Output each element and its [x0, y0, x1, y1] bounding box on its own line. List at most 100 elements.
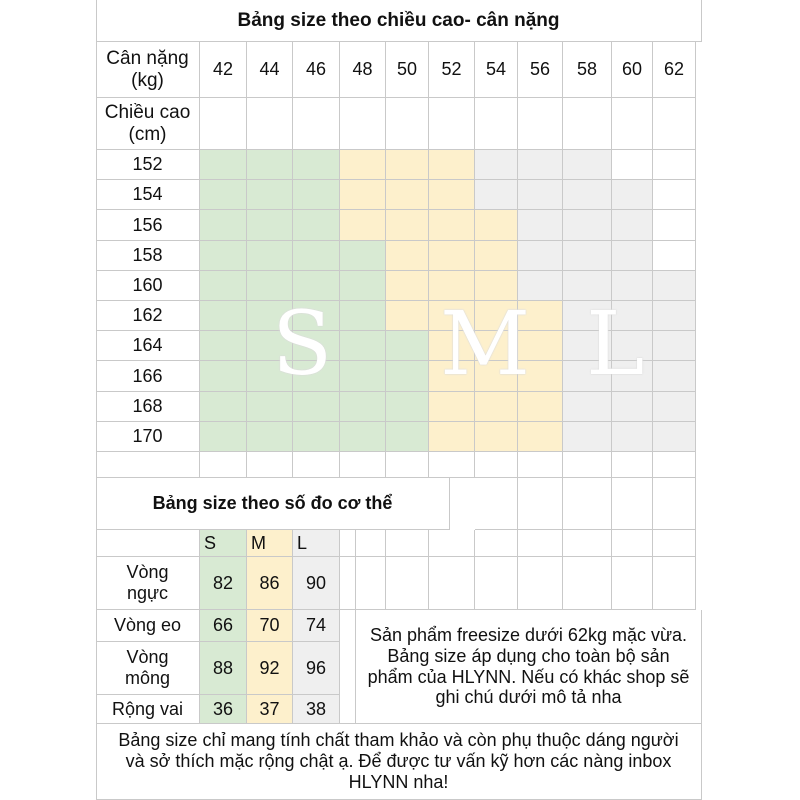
- weight-header-label: Cân nặng (kg): [96, 42, 200, 98]
- height-weight-title: Bảng size theo chiều cao- cân nặng: [96, 0, 702, 42]
- body-value-cell: 82: [200, 557, 247, 610]
- body-measure-title-text: Bảng size theo số đo cơ thể: [152, 493, 393, 514]
- height-row-label: 164: [96, 331, 200, 362]
- size-grid-cell: [612, 391, 653, 422]
- blank-cell: [563, 530, 612, 557]
- size-grid-cell: [247, 331, 293, 362]
- blank-cell: [429, 557, 475, 610]
- body-measure-title: Bảng size theo số đo cơ thể: [96, 478, 450, 530]
- blank-cell: [293, 452, 340, 478]
- body-row-label-text: Vòng mông: [124, 647, 171, 688]
- size-grid-cell: [475, 150, 518, 181]
- blank-cell: [429, 530, 475, 557]
- blank-cell: [340, 530, 386, 557]
- height-row-label: 152: [96, 150, 200, 181]
- blank-cell: [612, 452, 653, 478]
- blank-cell: [518, 557, 563, 610]
- size-grid-cell: [563, 361, 612, 392]
- body-value-cell: 96: [293, 642, 340, 695]
- size-grid-cell: [200, 391, 247, 422]
- body-value-cell: 66: [200, 610, 247, 642]
- size-grid-cell: [247, 150, 293, 181]
- blank-cell: [340, 452, 386, 478]
- blank-cell: [612, 557, 653, 610]
- size-grid-cell: [475, 331, 518, 362]
- size-grid-cell: [340, 150, 386, 181]
- size-grid-cell: [429, 361, 475, 392]
- size-grid-cell: [612, 180, 653, 211]
- size-grid-cell: [612, 240, 653, 271]
- blank-cell: [653, 452, 696, 478]
- freesize-note: Sản phẩm freesize dưới 62kg mặc vừa. Bản…: [356, 610, 702, 724]
- size-grid-cell: [429, 240, 475, 271]
- size-grid-cell: [563, 210, 612, 241]
- weight-header-cell: 54: [475, 42, 518, 98]
- size-grid-cell: [340, 270, 386, 301]
- size-grid-cell: [247, 240, 293, 271]
- weight-header-cell: 62: [653, 42, 696, 98]
- blank-cell: [340, 557, 386, 610]
- size-grid-cell: [475, 210, 518, 241]
- size-grid-cell: [563, 391, 612, 422]
- weight-header-cell: 58: [563, 42, 612, 98]
- size-grid-cell: [475, 270, 518, 301]
- blank-cell: [612, 530, 653, 557]
- body-value-cell: 88: [200, 642, 247, 695]
- size-grid-cell: [293, 240, 340, 271]
- size-grid-cell: [518, 421, 563, 452]
- size-grid-cell: [612, 301, 653, 332]
- blank-cell: [563, 98, 612, 150]
- size-grid-cell: [429, 301, 475, 332]
- size-grid-cell: [563, 180, 612, 211]
- size-grid-cell: [612, 270, 653, 301]
- blank-cell: [563, 452, 612, 478]
- blank-cell: [563, 478, 612, 530]
- blank-cell: [200, 452, 247, 478]
- blank-cell: [386, 98, 429, 150]
- size-grid-cell: [386, 180, 429, 211]
- body-value-cell: 86: [247, 557, 293, 610]
- blank-cell: [340, 98, 386, 150]
- size-grid-cell: [386, 421, 429, 452]
- size-grid-cell: [200, 301, 247, 332]
- blank-cell: [340, 530, 356, 724]
- body-value-cell: 74: [293, 610, 340, 642]
- height-row-label: 168: [96, 391, 200, 422]
- size-grid-cell: [653, 331, 696, 362]
- size-grid-cell: [518, 270, 563, 301]
- blank-cell: [612, 478, 653, 530]
- size-grid-cell: [475, 180, 518, 211]
- weight-header-cell: 50: [386, 42, 429, 98]
- body-header-blank: [96, 530, 200, 557]
- size-grid-cell: [386, 331, 429, 362]
- blank-cell: [96, 452, 200, 478]
- blank-cell: [386, 452, 429, 478]
- size-grid-cell: [200, 361, 247, 392]
- size-grid-cell: [200, 270, 247, 301]
- size-grid-cell: [429, 331, 475, 362]
- blank-cell: [475, 452, 518, 478]
- size-grid-cell: [563, 240, 612, 271]
- size-grid-cell: [429, 421, 475, 452]
- blank-cell: [429, 452, 475, 478]
- blank-cell: [247, 452, 293, 478]
- footer-note: Bảng size chỉ mang tính chất tham khảo v…: [96, 724, 702, 800]
- size-grid-cell: [247, 361, 293, 392]
- size-grid-cell: [653, 421, 696, 452]
- body-row-label: Vòng ngực: [96, 557, 200, 610]
- size-grid-cell: [340, 301, 386, 332]
- body-value-cell: 92: [247, 642, 293, 695]
- blank-cell: [653, 557, 696, 610]
- size-grid-cell: [293, 421, 340, 452]
- size-grid-cell: [563, 331, 612, 362]
- size-grid-cell: [429, 270, 475, 301]
- size-grid-cell: [518, 301, 563, 332]
- size-grid-cell: [518, 240, 563, 271]
- size-grid-cell: [340, 331, 386, 362]
- size-grid-cell: [612, 361, 653, 392]
- body-row-label-text: Vòng eo: [113, 615, 182, 636]
- height-row-label: 160: [96, 270, 200, 301]
- weight-header-cell: 60: [612, 42, 653, 98]
- body-value-cell: 38: [293, 695, 340, 724]
- size-grid-cell: [200, 180, 247, 211]
